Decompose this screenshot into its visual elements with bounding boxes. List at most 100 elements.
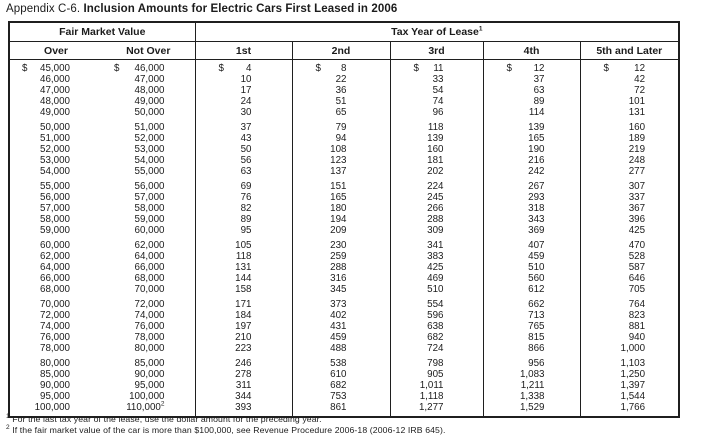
- cell: 431: [291, 321, 390, 332]
- table-row: 76,000 78,000 210 459 682 815 940: [9, 332, 680, 343]
- cell: 1,529: [482, 402, 580, 417]
- cell: 1,766: [579, 402, 680, 417]
- cell: 54,000: [134, 155, 165, 166]
- cell: 905: [389, 369, 483, 380]
- cell: 114: [482, 107, 580, 118]
- table-row: 68,000 70,000 158 345 510 612 705: [9, 284, 680, 295]
- table-row: 48,000 49,000 24 51 74 89 101: [9, 96, 680, 107]
- cell: 58,000: [134, 203, 165, 214]
- cell: 50,000: [134, 107, 165, 118]
- column-header-over: Over: [9, 41, 102, 60]
- cell: $12: [482, 59, 580, 74]
- cell: 956: [482, 354, 580, 369]
- cell: 131: [579, 107, 680, 118]
- cell: 70,000: [134, 284, 165, 295]
- cell: 316: [291, 273, 390, 284]
- cell: 57,000: [40, 203, 70, 214]
- cell: 753: [291, 391, 390, 402]
- cell: 62,000: [134, 240, 165, 251]
- cell: 765: [482, 321, 580, 332]
- table-row: 80,000 85,000 246 538 798 956 1,103: [9, 354, 680, 369]
- cell: 54,000: [40, 166, 70, 177]
- column-header-not-over: Not Over: [102, 41, 195, 60]
- cell: 425: [579, 225, 680, 236]
- cell: 224: [389, 177, 483, 192]
- cell: 50: [194, 144, 292, 155]
- cell: 724: [389, 343, 483, 354]
- cell: 58,000: [40, 214, 70, 225]
- table-row: 85,000 90,000 278 610 905 1,083 1,250: [9, 369, 680, 380]
- cell: 37: [482, 74, 580, 85]
- cell: 52,000: [40, 144, 70, 155]
- cell: 10: [194, 74, 292, 85]
- cell: 940: [579, 332, 680, 343]
- cell: 63: [194, 166, 292, 177]
- cell: 288: [291, 262, 390, 273]
- cell: 49,000: [40, 107, 70, 118]
- cell: 78,000: [40, 343, 70, 354]
- cell: 54: [389, 85, 483, 96]
- cell: 53,000: [134, 144, 165, 155]
- cell: 309: [389, 225, 483, 236]
- cell: 189: [579, 133, 680, 144]
- cell: 646: [579, 273, 680, 284]
- cell: 144: [194, 273, 292, 284]
- cell: 80,000: [134, 343, 165, 354]
- table-row: 50,000 51,000 37 79 118 139 160: [9, 118, 680, 133]
- cell: 64,000: [134, 251, 165, 262]
- cell: 510: [389, 284, 483, 295]
- cell: 612: [482, 284, 580, 295]
- cell: 65: [291, 107, 390, 118]
- cell: 311: [194, 380, 292, 391]
- cell: 66,000: [40, 273, 70, 284]
- cell: 713: [482, 310, 580, 321]
- table-row: 47,000 48,000 17 36 54 63 72: [9, 85, 680, 96]
- cell: 51: [291, 96, 390, 107]
- cell: 110,0002: [126, 400, 165, 413]
- cell: 341: [389, 236, 483, 251]
- cell: 242: [482, 166, 580, 177]
- cell: 131: [194, 262, 292, 273]
- table-header-columns-row: Over Not Over 1st 2nd 3rd 4th 5th and La…: [9, 41, 680, 60]
- cell: 638: [389, 321, 483, 332]
- cell: 94: [291, 133, 390, 144]
- appendix-label: Appendix C-6.: [6, 3, 81, 15]
- cell: 51,000: [40, 133, 70, 144]
- cell: 59,000: [40, 225, 70, 236]
- cell: 48,000: [134, 85, 165, 96]
- cell: 407: [482, 236, 580, 251]
- cell: 56,000: [134, 181, 165, 192]
- cell: 55,000: [134, 166, 165, 177]
- cell: 60,000: [134, 225, 165, 236]
- cell: 278: [194, 369, 292, 380]
- cell: 118: [389, 118, 483, 133]
- cell: 64,000: [40, 262, 70, 273]
- cell: 49,000: [134, 96, 165, 107]
- cell: 219: [579, 144, 680, 155]
- cell: 528: [579, 251, 680, 262]
- cell: 76: [194, 192, 292, 203]
- column-header-4th: 4th: [482, 41, 580, 60]
- table-row: 56,000 57,000 76 165 245 293 337: [9, 192, 680, 203]
- cell: $12: [579, 59, 680, 74]
- dollar-sign: $: [603, 63, 609, 74]
- cell: 1,083: [482, 369, 580, 380]
- cell: 230: [291, 236, 390, 251]
- cell: 55,000: [40, 181, 70, 192]
- cell: 90,000: [40, 380, 70, 391]
- column-header-2nd: 2nd: [291, 41, 390, 60]
- cell: 137: [291, 166, 390, 177]
- cell: 245: [389, 192, 483, 203]
- table-row: 64,000 66,000 131 288 425 510 587: [9, 262, 680, 273]
- cell: 105: [194, 236, 292, 251]
- table-row: 54,000 55,000 63 137 202 242 277: [9, 166, 680, 177]
- cell: 139: [482, 118, 580, 133]
- cell: 50,000: [40, 122, 70, 133]
- table-row: 78,000 80,000 223 488 724 866 1,000: [9, 343, 680, 354]
- cell: 184: [194, 310, 292, 321]
- cell: 85,000: [134, 358, 165, 369]
- table-title: Inclusion Amounts for Electric Cars Firs…: [83, 3, 398, 15]
- table-row: 58,000 59,000 89 194 288 343 396: [9, 214, 680, 225]
- cell: 165: [291, 192, 390, 203]
- cell: 80,000: [40, 358, 70, 369]
